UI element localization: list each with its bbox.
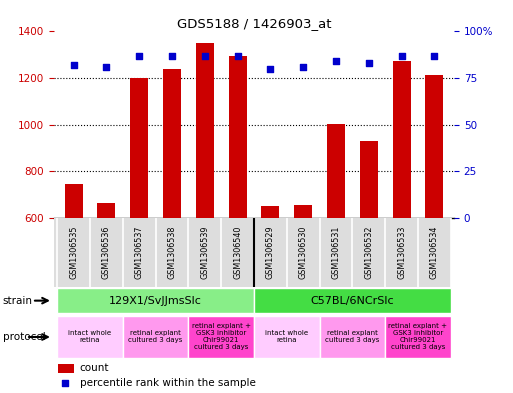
Point [201,53,209,59]
Text: GSM1306538: GSM1306538 [167,226,176,279]
Bar [327,124,345,218]
Bar [254,316,320,358]
Text: strain: strain [3,296,32,306]
Bar [360,141,378,218]
Point [233,53,242,59]
Bar [130,78,148,218]
Bar [65,184,83,218]
Text: GSM1306532: GSM1306532 [364,226,373,279]
Text: GSM1306536: GSM1306536 [102,226,111,279]
Text: GSM1306535: GSM1306535 [69,226,78,279]
Bar [261,206,280,218]
Text: intact whole
retina: intact whole retina [68,331,111,343]
Bar [97,203,115,218]
Bar [392,61,410,218]
Point [266,66,274,72]
Text: C57BL/6NCrSlc: C57BL/6NCrSlc [310,296,394,306]
Text: 129X1/SvJJmsSlc: 129X1/SvJJmsSlc [109,296,202,306]
Bar [385,316,451,358]
Text: retinal explant +
GSK3 inhibitor
Chir99021
cultured 3 days: retinal explant + GSK3 inhibitor Chir990… [388,323,447,351]
Text: GSM1306533: GSM1306533 [397,226,406,279]
Bar [196,43,214,218]
Bar [425,75,443,218]
Text: retinal explant
cultured 3 days: retinal explant cultured 3 days [325,331,380,343]
Bar [188,316,254,358]
Title: GDS5188 / 1426903_at: GDS5188 / 1426903_at [176,17,331,30]
Text: GSM1306530: GSM1306530 [299,226,308,279]
Point [102,64,110,70]
Text: intact whole
retina: intact whole retina [265,331,308,343]
Point [61,380,69,386]
Bar [294,205,312,218]
Bar [163,69,181,218]
Text: retinal explant
cultured 3 days: retinal explant cultured 3 days [128,331,183,343]
Bar [254,288,451,313]
Text: GSM1306539: GSM1306539 [200,226,209,279]
Text: GSM1306529: GSM1306529 [266,226,275,279]
Bar [57,288,254,313]
Text: GSM1306531: GSM1306531 [331,226,341,279]
Point [398,53,406,59]
Text: percentile rank within the sample: percentile rank within the sample [80,378,256,387]
Text: retinal explant +
GSK3 inhibitor
Chir99021
cultured 3 days: retinal explant + GSK3 inhibitor Chir990… [192,323,251,351]
Bar [228,56,247,218]
Point [299,64,307,70]
Text: GSM1306540: GSM1306540 [233,226,242,279]
Point [168,53,176,59]
Text: GSM1306534: GSM1306534 [430,226,439,279]
Bar [123,316,188,358]
Point [69,62,77,68]
Bar [57,316,123,358]
Point [332,58,340,64]
Bar [320,316,385,358]
Point [430,53,439,59]
Point [365,60,373,66]
Bar [58,364,74,373]
Text: count: count [80,364,109,373]
Text: protocol: protocol [3,332,45,342]
Text: GSM1306537: GSM1306537 [134,226,144,279]
Point [135,53,143,59]
